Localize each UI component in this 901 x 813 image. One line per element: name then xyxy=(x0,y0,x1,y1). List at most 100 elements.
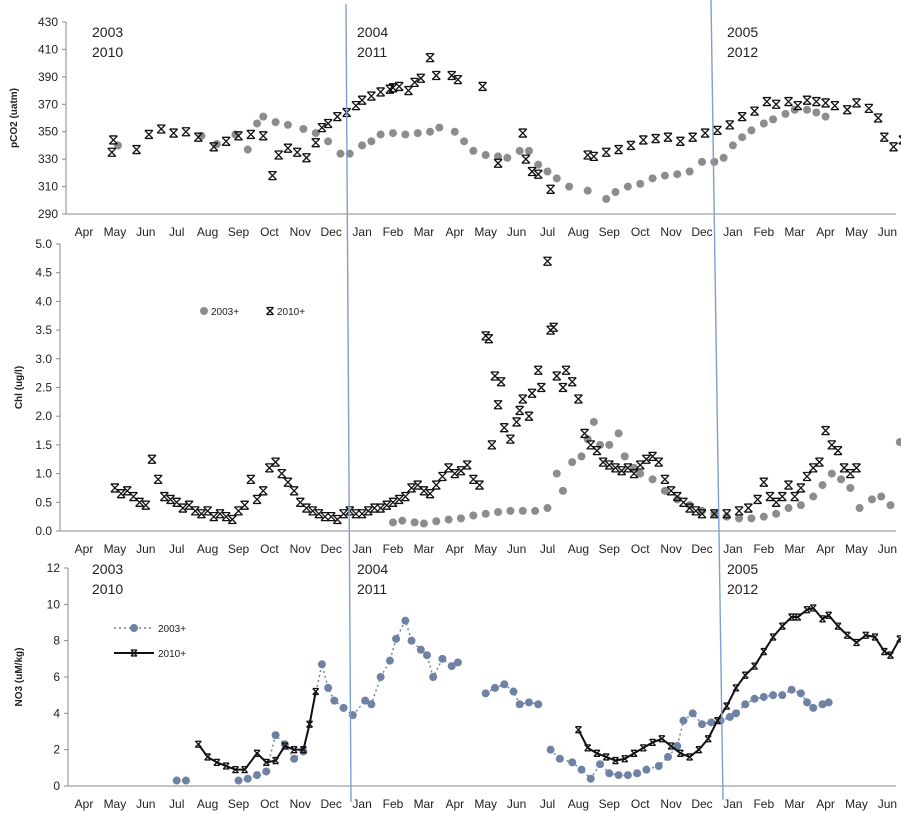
pco2-2010-point xyxy=(675,136,685,146)
nitrate-2003-point xyxy=(707,718,716,727)
pco2-2010-point xyxy=(416,73,426,83)
nitrate-2010-point xyxy=(788,613,796,621)
nitrate-2010-point xyxy=(194,740,202,748)
pco2-x-tick-label: Feb xyxy=(753,225,774,239)
nitrate-2010-point xyxy=(834,622,842,630)
chl-x-tick-label: Jun xyxy=(136,542,155,556)
chl-2003-point xyxy=(444,515,453,524)
chl-2003-point xyxy=(577,452,586,461)
nitrate-2003-point xyxy=(673,742,682,751)
chl-2010-point xyxy=(308,506,318,516)
chl-2010-point xyxy=(240,500,250,510)
chl-2003-point xyxy=(673,495,682,504)
pco2-2003-point xyxy=(481,151,490,160)
pco2-2003-point xyxy=(426,127,435,136)
chl-2010-point xyxy=(512,417,522,427)
pco2-x-tick-label: Jan xyxy=(723,225,742,239)
nitrate-x-tick-label: Feb xyxy=(753,797,774,811)
nitrate-x-tick-label: Dec xyxy=(321,797,342,811)
nitrate-2010-point xyxy=(621,755,629,763)
pco2-2010-point xyxy=(156,124,166,134)
pco2-x-tick-label: Jul xyxy=(169,225,184,239)
nitrate-y-tick-label: 2 xyxy=(53,743,60,757)
pco2-2003-point xyxy=(728,141,737,150)
chl-2010-point xyxy=(827,440,837,450)
chl-legend-2010-label: 2010+ xyxy=(277,307,305,318)
chl-2003-point xyxy=(494,508,503,517)
chl-2003-point xyxy=(620,452,629,461)
pco2-2003-point xyxy=(494,152,503,161)
nitrate-2003-point xyxy=(262,767,271,776)
chl-2010-point xyxy=(184,500,194,510)
nitrate-x-tick-label: Oct xyxy=(631,797,650,811)
pco2-2010-point xyxy=(493,158,503,168)
nitrate-year-label: 2011 xyxy=(357,581,387,597)
nitrate-x-tick-label: Jul xyxy=(540,797,555,811)
chl-x-tick-label: Apr xyxy=(816,542,835,556)
chl-2010-point xyxy=(573,394,583,404)
chl-2010-point xyxy=(271,457,281,467)
pco2-x-tick-label: May xyxy=(845,225,868,239)
pco2-2010-point xyxy=(762,96,772,107)
chl-y-tick-label: 0.0 xyxy=(35,524,52,538)
nitrate-2003-point xyxy=(509,687,518,696)
chl-2010-point xyxy=(196,509,206,519)
pco2-2003-point xyxy=(660,171,669,180)
chl-x-tick-label: May xyxy=(474,542,497,556)
pco2-year-label: 2012 xyxy=(727,44,758,60)
pco2-2010-point xyxy=(283,143,293,153)
chl-2010-point xyxy=(462,460,472,470)
nitrate-2003-point xyxy=(614,771,623,780)
chl-y-tick-label: 4.0 xyxy=(35,294,52,308)
nitrate-2010-point xyxy=(593,749,601,757)
chl-2010-point xyxy=(370,503,379,513)
nitrate-2003-point xyxy=(367,700,376,709)
chl-2010-point xyxy=(734,506,744,516)
chl-x-tick-label: Mar xyxy=(784,542,805,556)
pco2-2003-point xyxy=(358,141,367,150)
pco2-2003-point xyxy=(367,137,376,146)
pco2-2010-point xyxy=(234,131,243,141)
pco2-2003-point xyxy=(259,112,268,121)
pco2-2003-point xyxy=(336,149,345,158)
chl-2003-point xyxy=(552,469,561,478)
nitrate-year-label: 2012 xyxy=(727,581,758,597)
nitrate-panel: 0 2 4 6 8 10 12 Apr May Jun Jul Aug Sep Oct Nov Dec Jan F… xyxy=(14,561,901,811)
nitrate-x-tick-label: Mar xyxy=(414,797,435,811)
pco2-2010-point xyxy=(478,81,488,92)
pco2-2010-point xyxy=(144,129,154,140)
chl-2010-point xyxy=(320,512,330,522)
pco2-2010-point xyxy=(181,127,191,137)
chl-2010-point xyxy=(660,474,670,484)
nitrate-2003-point xyxy=(664,752,673,761)
chl-2010-point xyxy=(753,494,763,505)
chl-legend-2003-marker xyxy=(200,307,208,315)
chl-2010-point xyxy=(586,440,596,450)
pco2-2003-point xyxy=(565,182,574,191)
chl-2003-point xyxy=(867,495,876,504)
chl-2003-point xyxy=(827,469,836,478)
chl-2010-point xyxy=(351,509,361,519)
pco2-2010-point xyxy=(169,128,179,138)
chl-2003-point xyxy=(481,509,490,518)
chl-2010-point xyxy=(332,514,342,525)
pco2-2010-point xyxy=(725,120,735,130)
nitrate-y-tick-label: 4 xyxy=(53,706,60,720)
chl-2010-point xyxy=(808,463,818,473)
chl-2003-point xyxy=(614,429,623,438)
nitrate-y-tick-label: 6 xyxy=(53,670,60,684)
nitrate-2003-point xyxy=(416,645,425,654)
chl-2010-point xyxy=(533,365,543,375)
nitrate-2010-point xyxy=(695,746,703,754)
nitrate-2010-point xyxy=(612,756,619,765)
chl-2010-point xyxy=(777,491,787,502)
chl-2003-point xyxy=(568,458,577,467)
pco2-2010-point xyxy=(601,147,611,157)
chl-y-axis-title: Chl (ug/l) xyxy=(14,366,25,409)
nitrate-x-tick-label: Dec xyxy=(691,797,712,811)
chl-x-tick-label: Jun xyxy=(878,542,897,556)
chl-2010-point xyxy=(580,428,590,439)
chl-x-tick-label: Sep xyxy=(228,542,250,556)
chl-2010-point xyxy=(648,451,658,462)
chl-2003-point xyxy=(518,506,527,515)
